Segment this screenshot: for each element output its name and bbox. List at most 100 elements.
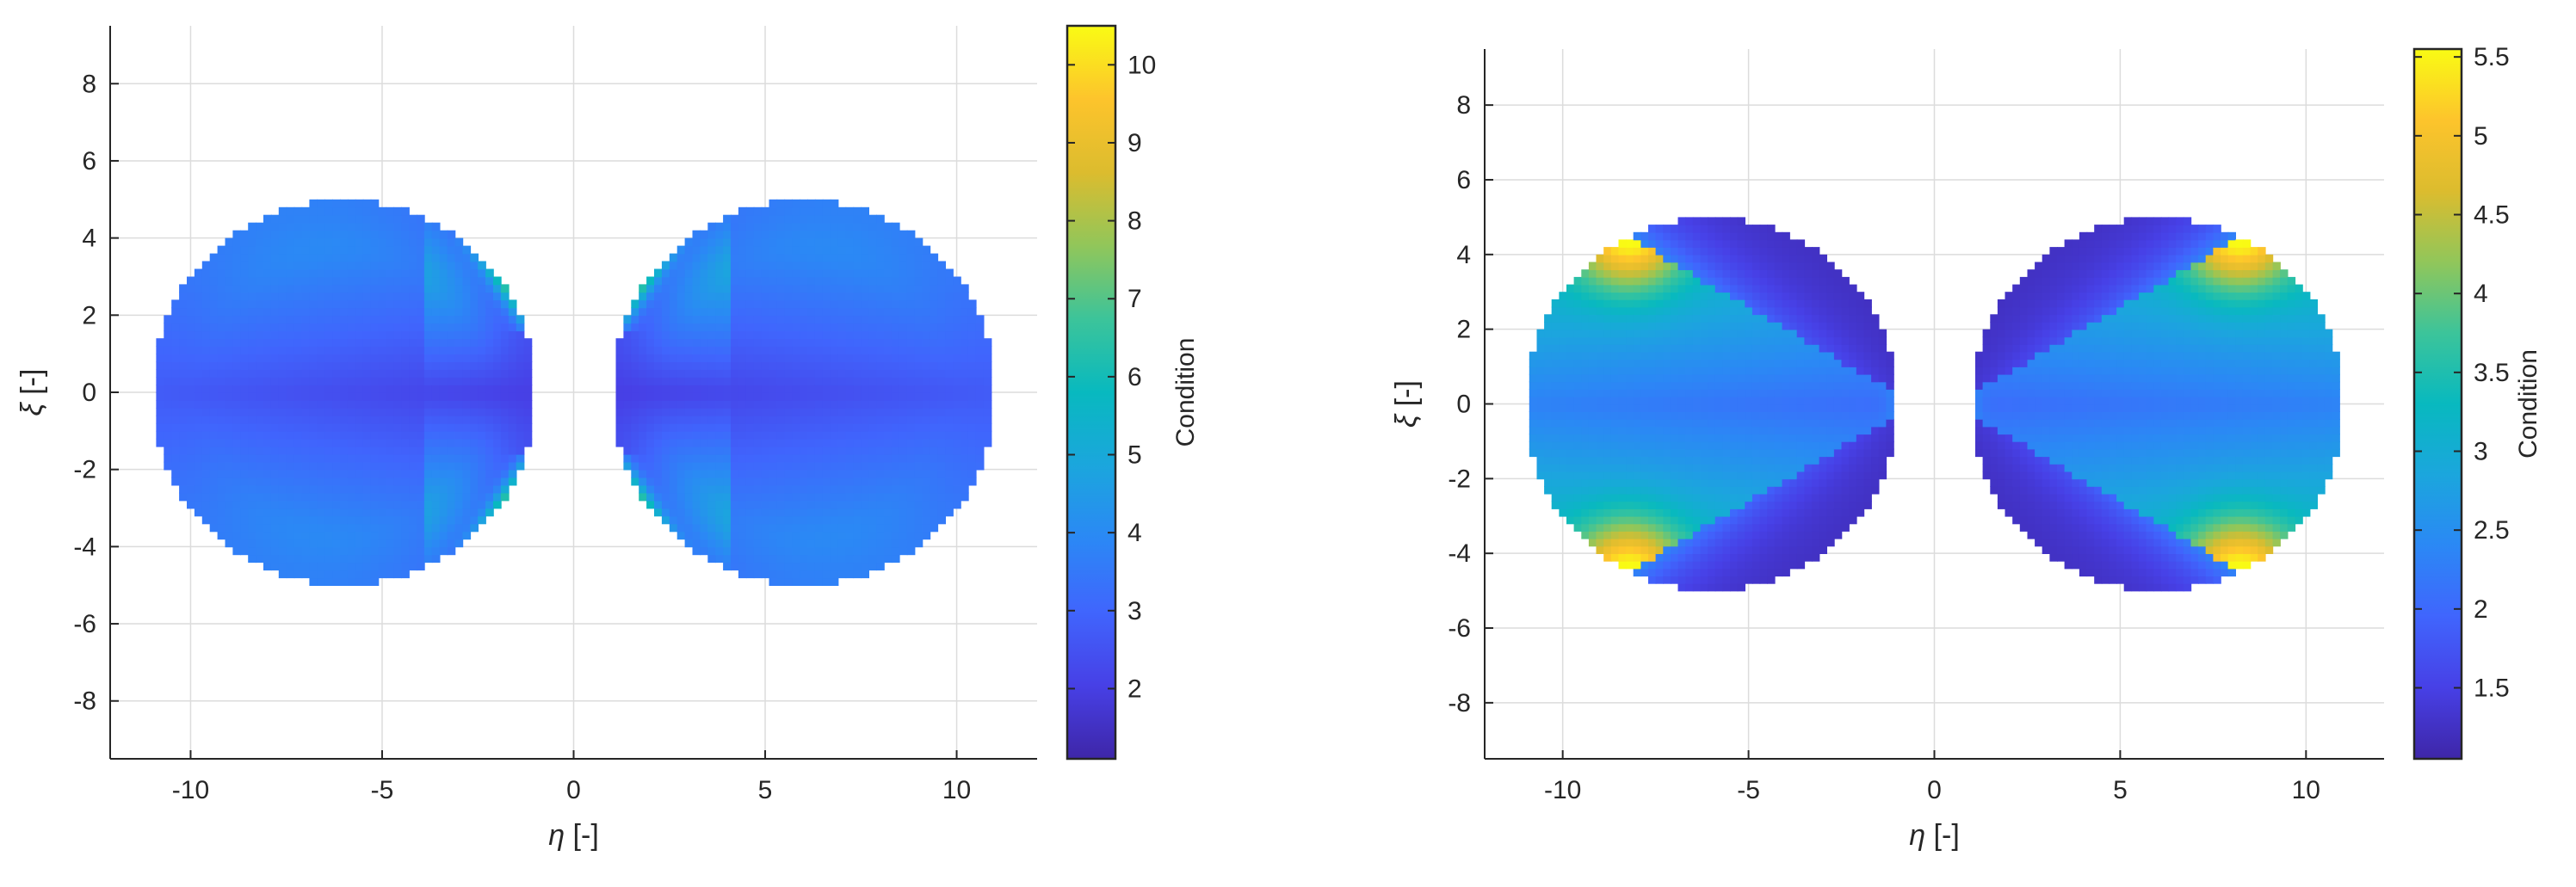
heatmap-cell [930,484,939,494]
heatmap-cell [822,338,831,347]
heatmap-cell [975,461,985,471]
heatmap-cell [378,330,387,340]
heatmap-cell [209,422,219,432]
heatmap-cell [263,361,272,370]
heatmap-cell [332,438,341,447]
heatmap-cell [684,500,694,509]
heatmap-cell [784,377,793,385]
heatmap-cell [868,469,877,478]
heatmap-cell [478,484,486,494]
heatmap-cell [792,508,800,517]
heatmap-cell [179,307,188,317]
heatmap-cell [669,430,678,440]
heatmap-cell [623,392,633,401]
heatmap-cell [347,430,356,440]
heatmap-cell [301,400,311,409]
heatmap-cell [761,268,770,278]
heatmap-cell [761,400,770,409]
heatmap-cell [922,531,931,540]
heatmap-cell [431,330,441,340]
heatmap-cell [1670,471,1679,480]
heatmap-cell [447,354,456,362]
heatmap-cell [1655,284,1664,293]
heatmap-cell [270,338,280,347]
heatmap-cell [523,430,533,440]
heatmap-cell [700,539,709,548]
heatmap-cell [669,453,678,463]
heatmap-cell [1536,411,1545,420]
heatmap-cell [508,477,517,486]
heatmap-cell [240,539,249,548]
heatmap-cell [738,315,747,324]
heatmap-cell [961,369,969,378]
heatmap-cell [761,562,770,571]
heatmap-cell [340,354,349,362]
heatmap-cell [807,315,816,324]
heatmap-cell [324,369,333,378]
heatmap-cell [1655,225,1664,233]
colorbar-tick-label: 7 [1127,285,1142,313]
heatmap-cell [715,469,724,478]
heatmap-cell [225,261,234,270]
heatmap-cell [753,469,763,478]
heatmap-cell [753,315,763,324]
heatmap-cell [309,385,318,393]
heatmap-cell [922,500,931,509]
heatmap-cell [922,276,931,286]
heatmap-cell [745,461,755,471]
heatmap-cell [1700,231,1708,241]
heatmap-cell [1700,576,1708,584]
heatmap-cell [470,461,479,471]
heatmap-cell [845,253,855,262]
heatmap-cell [953,276,961,286]
heatmap-cell [830,577,839,586]
heatmap-cell [362,523,372,533]
heatmap-cell [431,461,441,471]
heatmap-cell [684,400,694,409]
heatmap-cell [447,400,456,409]
heatmap-cell [631,369,639,378]
heatmap-cell [731,276,739,286]
heatmap-cell [1603,254,1612,263]
heatmap-cell [876,276,885,286]
heatmap-cell [914,354,924,362]
heatmap-cell [822,206,831,216]
heatmap-cell [899,515,908,525]
heatmap-cell [1633,493,1642,502]
heatmap-cell [1692,501,1702,509]
heatmap-cell [776,469,786,478]
heatmap-cell [317,330,325,340]
heatmap-cell [723,346,732,354]
heatmap-cell [975,315,985,324]
heatmap-cell [646,369,655,378]
heatmap-cell [485,453,494,463]
heatmap-cell [769,531,778,540]
heatmap-cell [263,354,272,362]
heatmap-cell [225,523,234,533]
heatmap-cell [378,261,387,270]
heatmap-cell [899,546,908,556]
heatmap-cell [409,539,417,548]
heatmap-cell [1633,254,1642,263]
heatmap-cell [401,554,410,564]
heatmap-cell [317,315,325,324]
heatmap-cell [1544,486,1553,495]
heatmap-cell [930,500,939,509]
heatmap-cell [1566,396,1575,405]
heatmap-cell [1626,538,1634,547]
heatmap-cell [707,438,716,447]
heatmap-cell [891,385,900,393]
heatmap-cell [209,492,219,502]
heatmap-cell [1610,471,1620,480]
heatmap-cell [1677,456,1686,465]
heatmap-cell [731,546,739,556]
heatmap-cell [187,361,195,370]
heatmap-cell [1626,508,1634,517]
heatmap-cell [884,539,893,548]
heatmap-cell [731,346,739,354]
heatmap-cell [201,422,211,432]
heatmap-cell [906,261,916,270]
heatmap-cell [355,415,364,424]
heatmap-cell [753,268,763,278]
heatmap-cell [355,469,364,478]
